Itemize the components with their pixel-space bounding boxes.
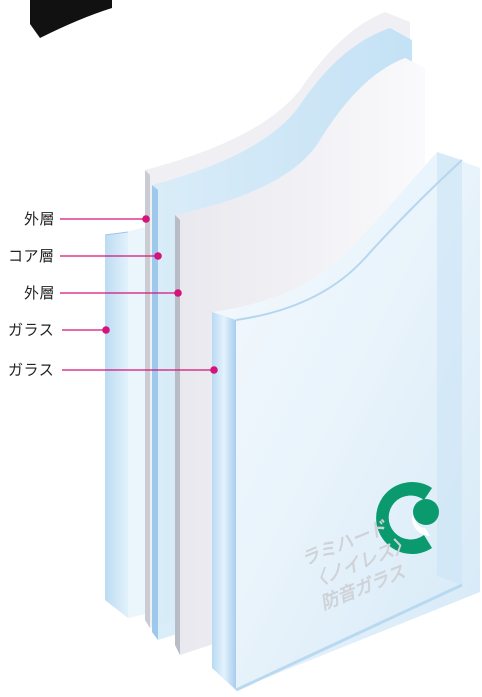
label-outer-layer-1: 外層 xyxy=(24,210,56,228)
green-c-logo-icon xyxy=(376,482,439,555)
label-glass-2: ガラス xyxy=(8,361,55,379)
front-glass-pane xyxy=(212,152,480,692)
label-core-layer: コア層 xyxy=(8,247,55,265)
label-glass-1: ガラス xyxy=(8,321,55,339)
black-tag-icon xyxy=(30,0,112,38)
leader-lines xyxy=(60,215,218,374)
label-outer-layer-2: 外層 xyxy=(24,284,56,302)
